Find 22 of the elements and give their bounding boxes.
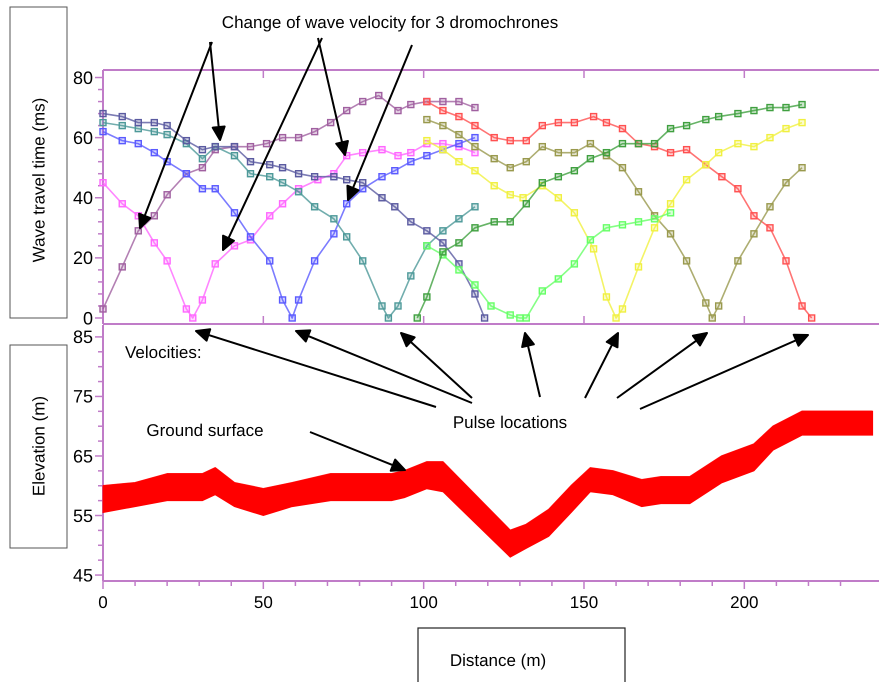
y-tick-label: 40 (72, 188, 93, 208)
y-axis-title: Wave travel time (ms) (30, 98, 48, 262)
x-tick-label: 100 (409, 593, 438, 612)
y-tick-label: 0 (82, 308, 93, 328)
annotation: Velocities: (125, 343, 202, 362)
x-tick-label: 200 (730, 593, 759, 612)
y-tick-label: 20 (72, 248, 93, 268)
y-tick-label: 75 (72, 386, 93, 407)
y-tick-label: 45 (72, 565, 93, 586)
y-tick-label: 55 (72, 506, 93, 526)
y-tick-label: 85 (72, 327, 93, 348)
annotation: Ground surface (146, 421, 264, 440)
text: Change of wave velocity for 3 dromochrones (222, 13, 558, 32)
x-tick-label: 50 (254, 593, 273, 612)
annotation: Pulse locations (452, 413, 568, 432)
x-axis-title: Distance (m) (450, 651, 546, 670)
x-tick-label: 0 (98, 593, 108, 612)
y-tick-label: 80 (72, 68, 93, 88)
y-axis-title: Elevation (m) (30, 396, 48, 496)
y-tick-label: 65 (72, 446, 93, 466)
y-tick-label: 60 (72, 128, 93, 148)
x-tick-label: 150 (570, 593, 598, 612)
